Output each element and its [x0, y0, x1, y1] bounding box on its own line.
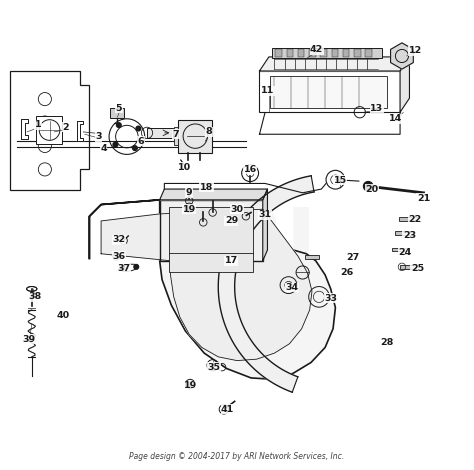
Bar — [395, 231, 413, 235]
Polygon shape — [263, 189, 267, 261]
Circle shape — [364, 181, 373, 191]
Bar — [160, 200, 263, 261]
Text: 2: 2 — [63, 123, 69, 132]
Text: 9: 9 — [186, 188, 192, 197]
Circle shape — [133, 146, 137, 150]
Bar — [320, 49, 327, 57]
Polygon shape — [101, 209, 312, 360]
Polygon shape — [20, 119, 28, 139]
Text: 42: 42 — [310, 46, 323, 55]
Text: 5: 5 — [116, 104, 122, 113]
Polygon shape — [391, 43, 413, 69]
Text: 19: 19 — [183, 381, 197, 391]
Polygon shape — [77, 121, 83, 141]
Text: 33: 33 — [324, 294, 337, 303]
Text: 7: 7 — [173, 130, 179, 139]
Text: 35: 35 — [207, 363, 220, 372]
Bar — [392, 248, 410, 251]
Circle shape — [117, 123, 121, 127]
Text: 3: 3 — [95, 132, 102, 141]
Bar — [36, 117, 62, 144]
Text: 41: 41 — [221, 405, 234, 414]
Text: 8: 8 — [206, 127, 212, 136]
Bar — [259, 71, 400, 112]
Text: 4: 4 — [100, 144, 107, 153]
Bar — [169, 207, 254, 254]
Text: 13: 13 — [370, 104, 383, 113]
Text: 36: 36 — [112, 251, 126, 260]
Polygon shape — [259, 57, 410, 71]
Text: 15: 15 — [334, 176, 346, 185]
Text: 20: 20 — [365, 185, 379, 194]
Bar — [287, 49, 293, 57]
Text: 17: 17 — [225, 256, 238, 265]
Text: 10: 10 — [178, 163, 191, 172]
Text: 38: 38 — [28, 292, 41, 301]
Circle shape — [188, 382, 192, 386]
Ellipse shape — [27, 287, 37, 291]
Bar — [305, 255, 319, 259]
Polygon shape — [10, 71, 90, 190]
Circle shape — [134, 265, 138, 269]
Text: ARI: ARI — [157, 204, 317, 285]
Text: 19: 19 — [182, 205, 196, 214]
Bar — [169, 253, 254, 273]
Circle shape — [136, 126, 141, 131]
Text: 1: 1 — [35, 120, 41, 129]
Bar — [365, 49, 372, 57]
Bar — [332, 49, 338, 57]
Circle shape — [113, 142, 118, 147]
Bar — [272, 48, 382, 58]
Circle shape — [187, 206, 191, 210]
Text: 34: 34 — [286, 283, 299, 292]
Bar — [275, 49, 282, 57]
Text: 26: 26 — [340, 268, 354, 277]
Text: 6: 6 — [137, 137, 144, 146]
Text: 22: 22 — [409, 215, 422, 224]
Text: 21: 21 — [417, 194, 430, 203]
Polygon shape — [400, 57, 410, 112]
Text: 24: 24 — [398, 248, 411, 257]
Text: 18: 18 — [200, 183, 213, 192]
Bar — [309, 49, 316, 57]
Text: 25: 25 — [411, 264, 424, 273]
Text: 31: 31 — [258, 211, 272, 219]
Text: 14: 14 — [389, 114, 402, 123]
Bar — [298, 49, 304, 57]
Text: 39: 39 — [22, 335, 35, 344]
Bar — [399, 217, 418, 221]
Bar — [270, 76, 387, 109]
Text: Page design © 2004-2017 by ARI Network Services, Inc.: Page design © 2004-2017 by ARI Network S… — [129, 452, 345, 461]
Circle shape — [120, 266, 125, 270]
Polygon shape — [90, 200, 336, 379]
Text: 37: 37 — [117, 264, 130, 273]
Bar — [343, 49, 349, 57]
Text: 28: 28 — [380, 338, 393, 347]
Bar — [109, 108, 124, 118]
Bar — [178, 120, 212, 153]
Text: 27: 27 — [346, 252, 360, 261]
Text: 40: 40 — [56, 311, 69, 320]
Bar — [174, 127, 178, 146]
Text: 30: 30 — [230, 205, 244, 214]
Text: 11: 11 — [261, 86, 274, 95]
Text: 23: 23 — [403, 230, 416, 240]
Bar — [354, 49, 361, 57]
Text: 16: 16 — [244, 165, 257, 174]
Text: 12: 12 — [409, 47, 422, 55]
Text: 32: 32 — [112, 235, 126, 244]
Bar — [147, 128, 173, 138]
Bar — [400, 266, 417, 269]
Text: 29: 29 — [225, 217, 238, 226]
Polygon shape — [259, 112, 400, 134]
Polygon shape — [218, 176, 314, 392]
Polygon shape — [160, 189, 267, 200]
